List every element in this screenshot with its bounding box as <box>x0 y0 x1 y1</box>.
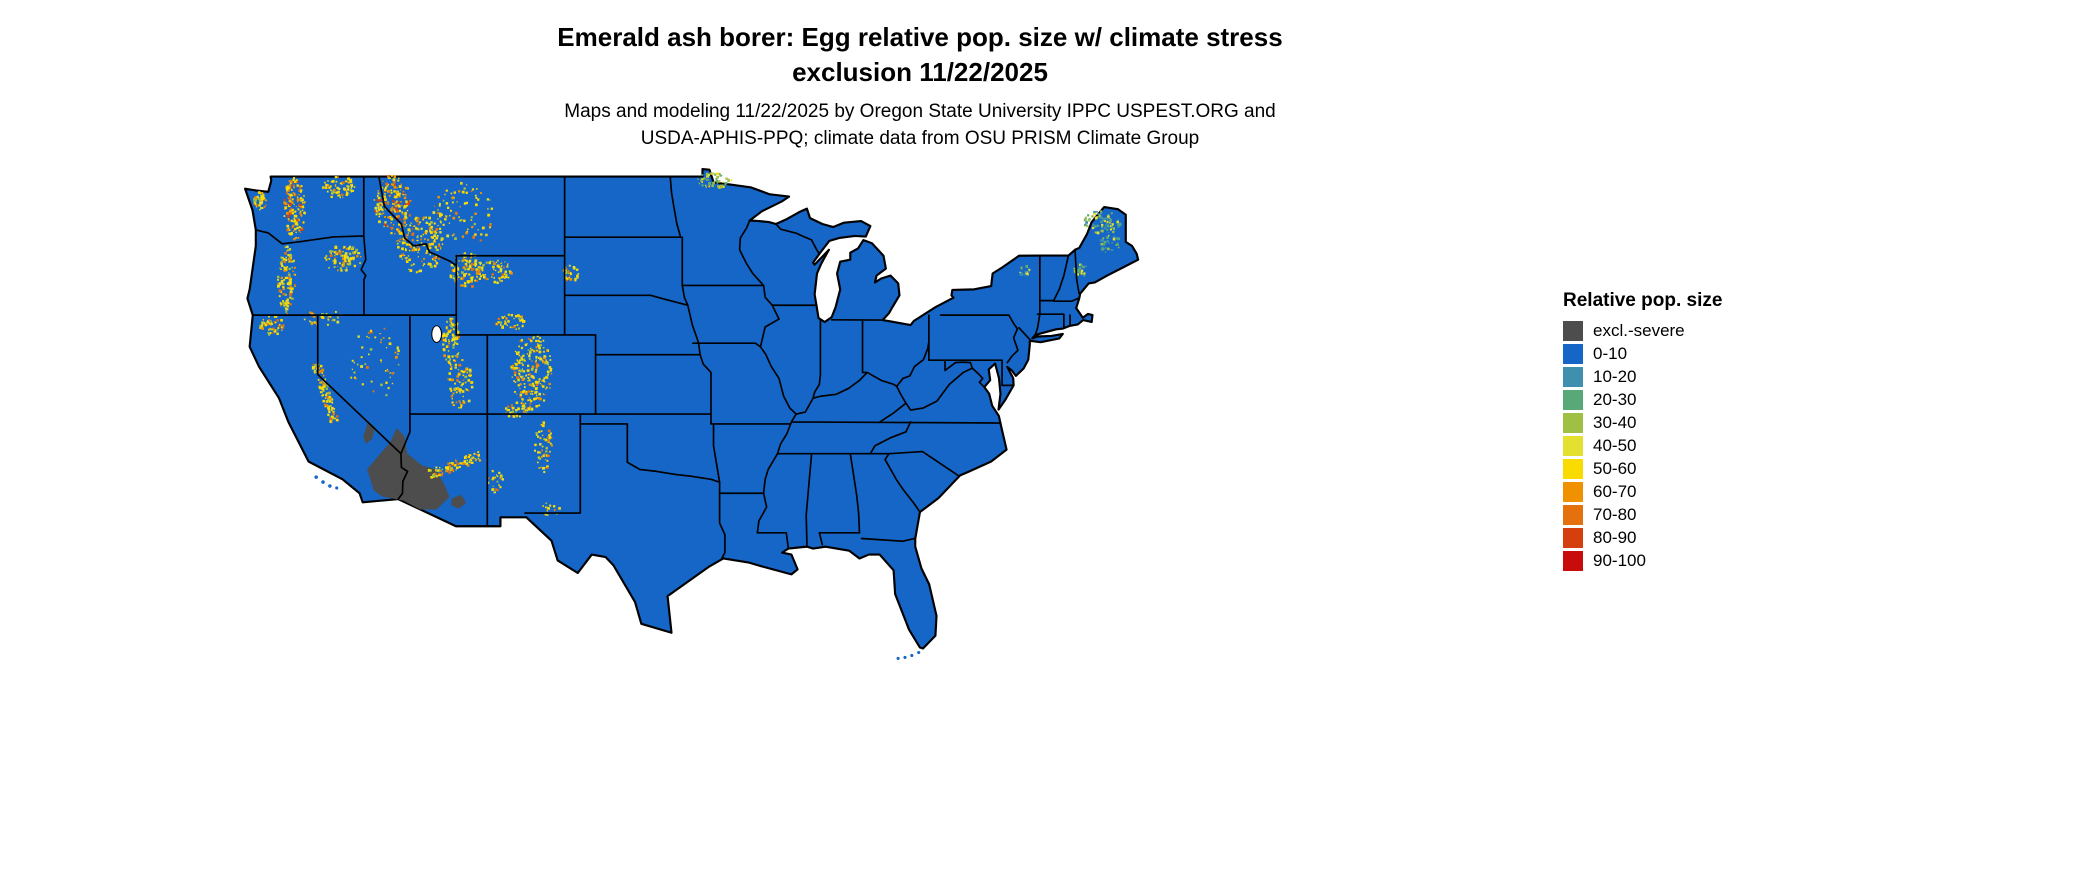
legend-entry-label: 30-40 <box>1593 413 1637 432</box>
exclusion-region-southwest-desert <box>367 428 450 510</box>
legend-entry-label: 50-60 <box>1593 459 1637 478</box>
legend-color-swatch <box>1563 459 1583 479</box>
legend-color-swatch <box>1563 390 1583 410</box>
legend-entries: excl.-severe 0-10 10-20 20-30 30-40 40-50 50-6… <box>1563 321 1823 571</box>
legend-entry: 70-80 <box>1563 505 1823 525</box>
legend-entry-label: 20-30 <box>1593 390 1637 409</box>
map-title-line2: exclusion 11/22/2025 <box>792 57 1048 87</box>
map-credits-line2: USDA-APHIS-PPQ; climate data from OSU PR… <box>640 128 1200 149</box>
legend-entry: 80-90 <box>1563 528 1823 548</box>
legend-color-swatch <box>1563 367 1583 387</box>
us-map-svg <box>243 167 1140 660</box>
legend-color-swatch <box>1563 528 1583 548</box>
legend-entry-label: 10-20 <box>1593 367 1637 386</box>
legend-entry: 30-40 <box>1563 413 1823 433</box>
legend-title: Relative pop. size <box>1563 290 1723 311</box>
legend-entry: 40-50 <box>1563 436 1823 456</box>
legend-entry: 10-20 <box>1563 367 1823 387</box>
legend-entry-label: 70-80 <box>1593 505 1637 524</box>
legend-color-swatch <box>1563 505 1583 525</box>
legend-color-swatch <box>1563 551 1583 571</box>
map-title: Emerald ash borer: Egg relative pop. siz… <box>100 20 1740 90</box>
map-credits: Maps and modeling 11/22/2025 by Oregon S… <box>100 98 1740 152</box>
us-map <box>228 160 1144 666</box>
legend-entry-label: 0-10 <box>1593 344 1628 363</box>
legend-entry: 20-30 <box>1563 390 1823 410</box>
great-salt-lake <box>431 325 443 343</box>
legend-color-swatch <box>1563 413 1583 433</box>
legend-color-swatch <box>1563 436 1583 456</box>
legend-entry-label: 40-50 <box>1593 436 1637 455</box>
legend-color-swatch <box>1563 321 1583 341</box>
legend-entry-label: 90-100 <box>1593 551 1646 570</box>
map-credits-line1: Maps and modeling 11/22/2025 by Oregon S… <box>564 101 1276 122</box>
exclusion-region-tucson <box>451 494 467 509</box>
map-title-line1: Emerald ash borer: Egg relative pop. siz… <box>557 22 1283 52</box>
legend-entry: 0-10 <box>1563 344 1823 364</box>
legend-entry-label: excl.-severe <box>1593 321 1685 340</box>
legend-entry-label: 60-70 <box>1593 482 1637 501</box>
legend-color-swatch <box>1563 482 1583 502</box>
us-landmass <box>243 167 1140 650</box>
state-borders-layer <box>251 175 1081 560</box>
legend-entry: excl.-severe <box>1563 321 1823 341</box>
legend-entry-label: 80-90 <box>1593 528 1637 547</box>
legend-entry: 60-70 <box>1563 482 1823 502</box>
map-legend: Relative pop. size excl.-severe 0-10 10-20… <box>1563 290 1823 574</box>
legend-entry: 50-60 <box>1563 459 1823 479</box>
channel-islands-dots <box>314 475 339 490</box>
legend-entry: 90-100 <box>1563 551 1823 571</box>
florida-keys-dots <box>896 650 921 660</box>
legend-color-swatch <box>1563 344 1583 364</box>
